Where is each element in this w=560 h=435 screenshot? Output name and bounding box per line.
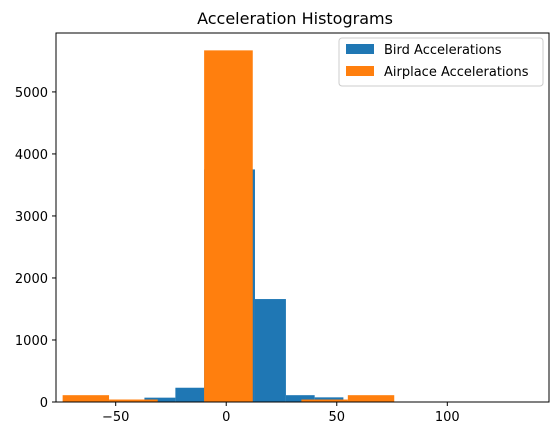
plot-frame <box>55 32 550 403</box>
legend-label: Airplace Accelerations <box>384 65 529 80</box>
bar-bird-0 <box>144 397 176 402</box>
bar-bird-4 <box>285 395 315 402</box>
bar-bird-3 <box>254 299 286 402</box>
x-tick-label: −50 <box>102 410 129 425</box>
bar-airplane-5 <box>301 399 348 402</box>
y-tick-label: 4000 <box>15 148 48 163</box>
legend-swatch <box>346 66 374 76</box>
bar-airplane-0 <box>62 395 110 402</box>
y-tick-label: 3000 <box>15 210 48 225</box>
x-axis: −50 0 50 100 <box>102 402 460 425</box>
bar-airplane-1 <box>109 399 158 402</box>
bar-bird-1 <box>175 387 205 402</box>
y-tick-label: 1000 <box>15 334 48 349</box>
legend-label: Bird Accelerations <box>384 43 502 58</box>
bar-airplane-3 <box>204 50 253 402</box>
legend-box <box>338 37 544 87</box>
y-axis: 0 1000 2000 3000 4000 5000 <box>15 86 56 411</box>
chart-title: Acceleration Histograms <box>197 9 393 28</box>
x-tick-label: 50 <box>328 410 345 425</box>
x-tick-label: 0 <box>222 410 230 425</box>
bars-layer <box>62 50 549 402</box>
y-tick-label: 2000 <box>15 272 48 287</box>
y-tick-label: 0 <box>40 396 48 411</box>
x-tick-label: 100 <box>435 410 460 425</box>
legend: Bird Accelerations Airplace Accelerations <box>338 37 544 87</box>
legend-swatch <box>346 44 374 54</box>
bar-airplane-6 <box>347 395 395 402</box>
y-tick-label: 5000 <box>15 86 48 101</box>
